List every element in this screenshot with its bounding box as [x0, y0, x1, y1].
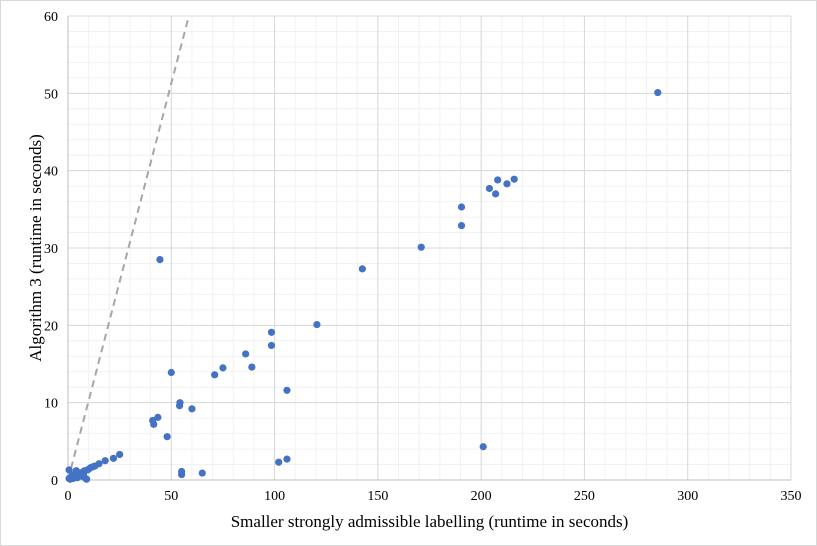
data-point [494, 176, 502, 184]
reference-line [67, 15, 190, 481]
x-tick-label: 200 [471, 489, 492, 504]
data-point [417, 243, 425, 251]
data-point [267, 328, 276, 336]
data-point [82, 475, 91, 483]
data-point [95, 460, 103, 468]
y-tick-label: 10 [44, 397, 58, 412]
y-axis-title: Algorithm 3 (runtime in seconds) [26, 134, 45, 362]
tick-labels: 0 50 100 150 200 250 300 350 0 10 20 30 40 50 60 [44, 10, 802, 504]
y-tick-label: 50 [44, 87, 58, 102]
x-tick-label: 150 [367, 489, 388, 504]
data-point [485, 184, 494, 193]
data-point [510, 175, 518, 183]
data-point [457, 203, 466, 211]
data-point [198, 469, 206, 477]
data-point [267, 341, 276, 350]
data-point [176, 399, 184, 407]
data-points [65, 88, 662, 483]
data-point [654, 88, 662, 97]
y-tick-label: 40 [44, 165, 58, 180]
y-tick-label: 60 [44, 10, 58, 25]
y-tick-label: 30 [44, 242, 58, 257]
data-point [109, 454, 118, 462]
data-point [313, 320, 321, 329]
data-point [156, 256, 164, 264]
data-point [283, 386, 291, 394]
data-point [457, 221, 466, 230]
grid [67, 15, 792, 481]
data-point [211, 371, 219, 379]
data-point [479, 443, 487, 451]
data-point [188, 405, 196, 413]
data-point [167, 368, 175, 377]
data-point [101, 457, 109, 465]
data-point [150, 420, 158, 428]
data-point [163, 433, 171, 441]
data-point [154, 413, 162, 421]
data-point [358, 265, 366, 273]
x-tick-label: 250 [574, 489, 595, 504]
data-point [65, 466, 73, 474]
data-point [248, 363, 256, 371]
x-tick-label: 50 [164, 489, 178, 504]
axes [67, 16, 791, 481]
x-tick-label: 350 [781, 489, 802, 504]
data-point [492, 190, 500, 198]
data-point [503, 180, 511, 188]
data-point [219, 364, 227, 372]
x-axis-title: Smaller strongly admissible labelling (r… [231, 512, 629, 531]
data-point [275, 458, 283, 466]
x-tick-label: 100 [264, 489, 285, 504]
x-tick-label: 0 [65, 489, 72, 504]
data-point [283, 455, 291, 463]
data-point [116, 450, 124, 459]
y-tick-label: 0 [51, 474, 58, 489]
data-point [178, 470, 186, 479]
y-tick-label: 20 [44, 319, 58, 334]
x-tick-label: 300 [677, 489, 698, 504]
data-point [242, 350, 250, 358]
